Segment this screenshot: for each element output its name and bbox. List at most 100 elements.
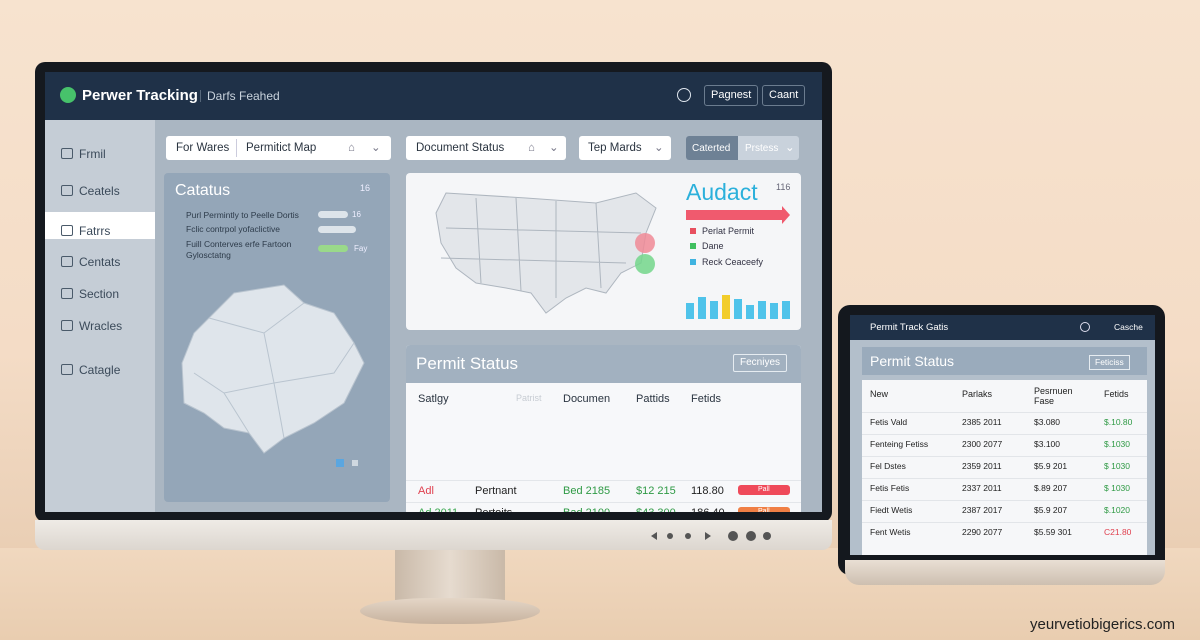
sidebar-item[interactable]: Section [61,287,119,301]
chevron: ⌄ [785,142,795,154]
legend-item: Purl Permintly to Peelle Dortis [186,210,299,220]
toggle[interactable]: Caterted Prstess ⌄ [686,136,799,160]
region-map [181,284,365,467]
tablet-header [850,315,1155,340]
tablet-screen: Permit Track Gatis Casche Permit Status … [850,315,1155,555]
row-divider [862,412,1147,413]
cell: Fetis Fetis [870,483,910,493]
cell: 2359 2011 [962,461,1002,471]
cell: $.1020 [1104,505,1130,515]
icon [1080,322,1090,332]
badge: 116 [776,182,791,192]
toggle-label: Prstess [745,143,779,154]
cell: $ 1030 [1104,483,1130,493]
legend-item: Fclic contrpol yofaclictive [186,224,281,234]
watermark: yeurvetiobigerics.com [1030,616,1176,633]
sidebar-label: Fatrrs [79,224,111,238]
column-header: Pattids [636,393,670,405]
row-divider [406,480,801,481]
monitor-controls [651,531,771,541]
badge: 16 [360,183,371,193]
cell: $5.9 207 [1034,505,1068,515]
icon: ⌂ [348,142,355,154]
status-label: Pall [758,486,770,493]
legend-item: Dane [702,241,724,251]
cell: Fiedt Wetis [870,505,913,515]
legend-item: Reck Ceaceefy [702,257,764,267]
cell: 2385 2011 [962,417,1002,427]
column-header: Fetids [1104,389,1129,399]
sidebar-item[interactable]: Centats [61,255,120,269]
row-divider [862,500,1147,501]
tablet-title-band [862,347,1147,375]
sidebar-label: Catagle [79,363,121,377]
filter-box[interactable]: Tep Mards ⌄ [579,136,671,160]
sidebar-item[interactable]: Frmil [61,147,106,161]
row-divider [862,522,1147,523]
monitor-chin [35,520,832,550]
tablet-stand [845,560,1165,585]
sidebar-item[interactable]: Catagle [61,363,120,377]
header-button[interactable]: Pagnest [704,85,759,106]
column-header: Documen [563,393,611,405]
column-header: Satlgy [418,393,449,405]
legend-item: Fuill Conterves erfe Fartoon Gylosctatng [186,239,292,260]
power-icon[interactable] [677,88,691,102]
table-button[interactable]: Fecniyes [733,354,788,372]
sidebar-icon [61,225,73,236]
sidebar-item[interactable]: Ceatels [61,184,120,198]
chevron: ⌄ [654,142,664,154]
cell: 2337 2011 [962,483,1002,493]
column-header: Pesrnuen Fase [1034,386,1073,406]
cell: Bad 2100 [563,507,610,512]
sidebar: Frmil Ceatels Fatrrs Centats Section Wracles C… [45,120,155,512]
row-divider [406,501,801,503]
icon: ⌂ [528,142,535,154]
toggle-active [686,136,738,160]
sidebar-icon [61,148,73,159]
bar-decor [318,211,348,218]
row-divider [862,478,1147,479]
cell: Fent Wetis [870,527,911,537]
cell: C21.80 [1104,527,1132,537]
filter-label: Tep Mards [588,142,642,154]
filter-box[interactable]: Document Status ⌂ ⌄ [406,136,566,160]
column-header: New [870,389,889,399]
cell: 118.80 [691,485,724,497]
table-title: Permit Status [416,354,519,373]
app-title: Perwer Tracking [82,87,198,104]
cell: $.1030 [1104,439,1130,449]
header-button[interactable]: Caant [762,85,806,106]
bar-decor [318,245,348,252]
cell: Pertnant [475,485,517,497]
tablet-header-button[interactable]: Casche [1114,322,1143,332]
tablet-title: Permit Status [870,353,955,369]
tag: Fay [354,244,368,253]
column-header: Patrist [516,393,542,403]
status-label: Pall [758,507,770,513]
screen: Perwer Tracking Darfs Feahed Pagnest Caa… [45,72,822,512]
column-header: Parlaks [962,389,993,399]
status-pill: Pall [738,506,790,513]
cell: Fel Dstes [870,461,906,471]
sidebar-item[interactable]: Wracles [61,319,122,333]
toggle-label: Caterted [692,143,731,154]
cell: Ad 2011 [418,507,458,512]
filter-box[interactable]: For Wares Permitict Map ⌂ ⌄ [166,136,391,160]
cell: 2300 2077 [962,439,1003,449]
filter-label: For Wares [176,142,230,154]
sidebar-label: Frmil [79,147,106,161]
cell: $.89 207 [1034,483,1068,493]
cell: Pertoits [475,507,512,512]
bar-decor [318,226,356,233]
cell: $3.100 [1034,439,1060,449]
cell: $12 215 [636,485,676,497]
cell: Adl [418,485,434,497]
sidebar-icon [61,185,73,196]
app-header: Perwer Tracking Darfs Feahed Pagnest Caa… [45,72,822,120]
sidebar-icon [61,256,73,267]
sidebar-item[interactable]: Fatrrs [61,224,110,238]
sidebar-label: Ceatels [79,184,120,198]
tablet-button[interactable]: Feticiss [1089,355,1130,370]
